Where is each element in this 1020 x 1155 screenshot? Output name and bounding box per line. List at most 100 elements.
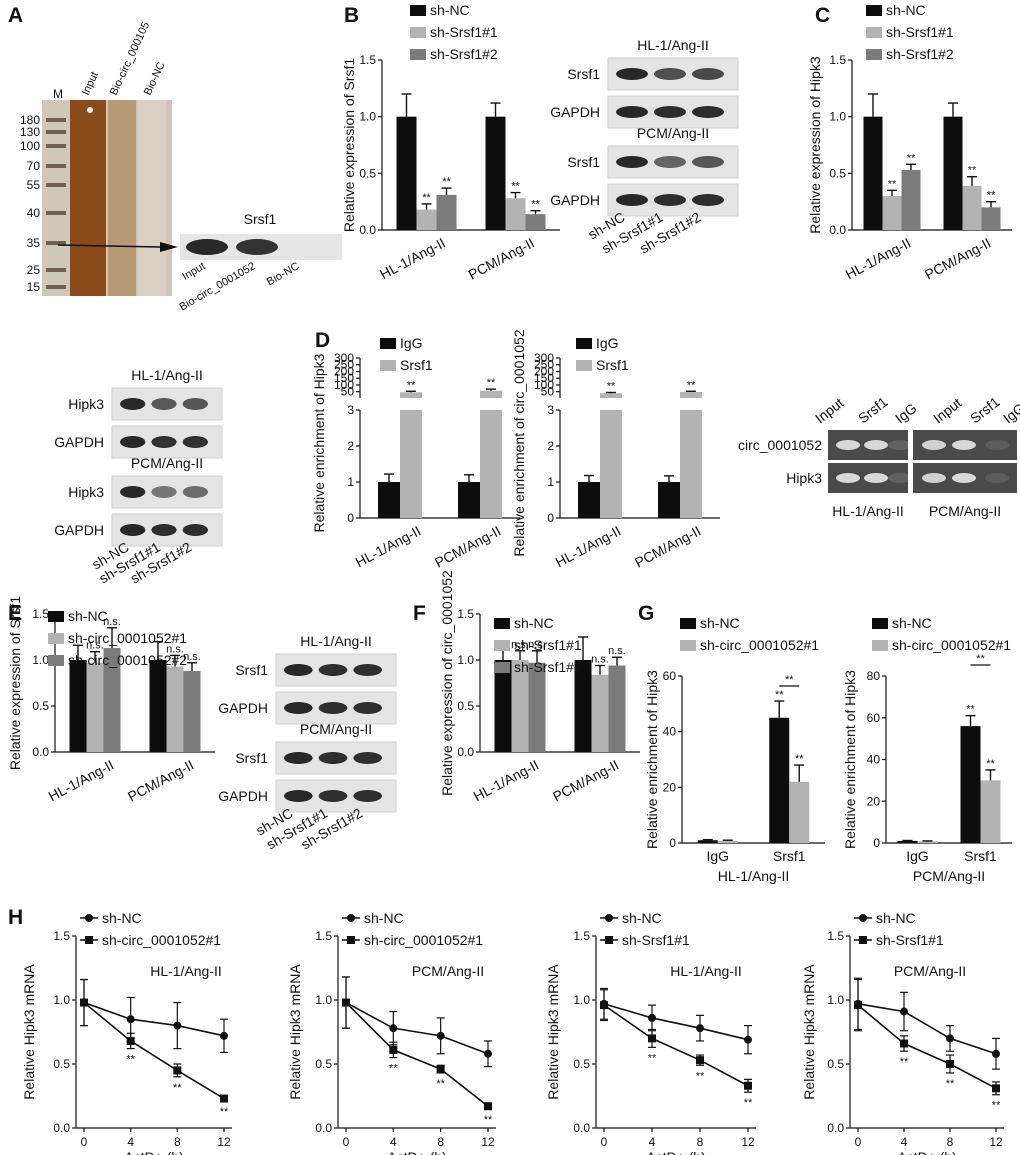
significance-label: **	[900, 1056, 909, 1068]
y-tick-label: 1.5	[573, 929, 590, 943]
chart-E: 0.0 0.5 1.0 1.5 Relative expression of Srsf1…	[7, 596, 215, 805]
significance-label: **	[987, 190, 996, 202]
y-tick-label: 20	[867, 794, 881, 808]
significance-label: n.s.	[528, 639, 546, 651]
blot-band	[353, 664, 382, 676]
series-line	[857, 1003, 997, 1055]
data-point	[173, 1021, 182, 1030]
blot-band	[120, 524, 146, 536]
x-tick-label: HL-1/Ang-II	[471, 757, 542, 805]
x-tick-label: 4	[901, 1135, 908, 1149]
western-blot-E_blot: HL-1/Ang-II Srsf1 GAPDH PCM/Ang-II Srsf1 GAPD…	[218, 633, 397, 852]
data-point	[436, 1065, 445, 1074]
blot-band	[654, 106, 686, 118]
legend-swatch	[866, 49, 882, 60]
series-line	[345, 1001, 489, 1107]
significance-label: **	[436, 1078, 445, 1090]
legend-marker	[605, 936, 613, 944]
x-tick-label: Srsf1	[773, 848, 806, 864]
y-tick-label: 2	[547, 439, 554, 453]
legend-label: sh-NC	[102, 910, 142, 926]
chart-H4: 0.0 0.5 1.0 1.5 0 4 8 12 ActD+ (h) Relative Hipk3…	[801, 910, 1004, 1155]
significance-label: **	[607, 380, 616, 392]
y-tick-label: 300	[334, 351, 354, 365]
y-axis-title: Relative expression of Srsf1	[341, 58, 357, 233]
bar	[525, 214, 546, 230]
y-tick-label: 0.0	[32, 745, 49, 759]
y-tick-label: 0.0	[827, 1121, 844, 1135]
marker-label: 15	[27, 280, 41, 294]
blot-row-label: Hipk3	[68, 484, 104, 500]
bar	[943, 116, 963, 230]
marker-label: 180	[20, 113, 40, 127]
significance-label: n.s.	[86, 640, 104, 652]
legend-swatch	[410, 5, 426, 16]
legend-label: sh-circ_0001052#1	[102, 932, 221, 948]
legend-swatch	[410, 27, 426, 38]
bar	[901, 169, 921, 230]
legend-swatch	[872, 618, 888, 629]
y-axis-title: Relative Hipk3 mRNA	[287, 964, 303, 1100]
x-tick-label: 8	[697, 1135, 704, 1149]
x-tick-label: 12	[217, 1135, 231, 1149]
significance-label: **	[986, 758, 995, 770]
chart-title: HL-1/Ang-II	[150, 963, 222, 979]
significance-label: **	[968, 165, 977, 177]
legend-label: sh-circ_0001052#2	[68, 652, 187, 668]
gel-lane-label: IgG	[892, 400, 920, 427]
y-tick-label: 1.5	[457, 607, 474, 621]
blot-row-label: GAPDH	[550, 104, 600, 120]
legend-marker	[605, 914, 613, 922]
blot-row-label: GAPDH	[550, 192, 600, 208]
legend-swatch	[48, 633, 64, 644]
gel-group-label: PCM/Ang-II	[929, 503, 1001, 519]
marker-band	[46, 285, 66, 289]
x-tick-label: HL-1/Ang-II	[553, 523, 624, 571]
bar	[917, 841, 938, 843]
y-tick-label: 20	[663, 780, 677, 794]
blot-band	[151, 486, 177, 498]
y-tick-label: 0.5	[457, 699, 474, 713]
gel-band	[922, 440, 946, 450]
blot-row-label: Srsf1	[567, 66, 600, 82]
blot-title: HL-1/Ang-II	[300, 633, 372, 649]
blot-title: Srsf1	[244, 211, 277, 227]
y-axis-title: Relative enrichment of Hipk3	[644, 670, 660, 849]
x-tick-label: 8	[174, 1135, 181, 1149]
y-tick-label: 3	[547, 403, 554, 417]
y-tick-label: 250	[334, 358, 354, 372]
data-point	[854, 1001, 862, 1010]
input-lane	[70, 100, 106, 296]
blot-row-label: GAPDH	[54, 522, 104, 538]
legend-label: sh-Srsf1#1	[886, 24, 954, 40]
y-tick-label: 1.5	[359, 53, 376, 67]
x-axis-title: PCM/Ang-II	[913, 868, 985, 884]
blot-band	[616, 156, 648, 168]
y-tick-label: 80	[867, 669, 881, 683]
bar	[416, 209, 437, 230]
legend-swatch	[48, 611, 64, 622]
series-line	[83, 1001, 225, 1100]
data-point	[744, 1081, 752, 1090]
y-tick-label: 200	[534, 364, 554, 378]
y-tick-label: 0	[873, 836, 880, 850]
significance-label: **	[126, 1054, 135, 1066]
bar	[574, 660, 592, 752]
blot-band	[151, 524, 177, 536]
marker-label: 40	[27, 206, 41, 220]
bar	[600, 410, 622, 518]
legend-label: sh-NC	[364, 910, 404, 926]
y-tick-label: 100	[534, 378, 554, 392]
legend-swatch	[380, 360, 396, 371]
x-tick-label: 4	[649, 1135, 656, 1149]
y-tick-label: 0.5	[315, 1057, 332, 1071]
legend-label: sh-NC	[622, 910, 662, 926]
x-tick-label: HL-1/Ang-II	[46, 757, 117, 805]
panel-label: F	[413, 602, 426, 625]
legend-swatch	[866, 27, 882, 38]
gel-band	[952, 440, 976, 450]
x-tick-label: IgG	[906, 848, 929, 864]
x-axis-title: ActD+ (h)	[646, 1149, 706, 1155]
bar	[494, 660, 512, 752]
